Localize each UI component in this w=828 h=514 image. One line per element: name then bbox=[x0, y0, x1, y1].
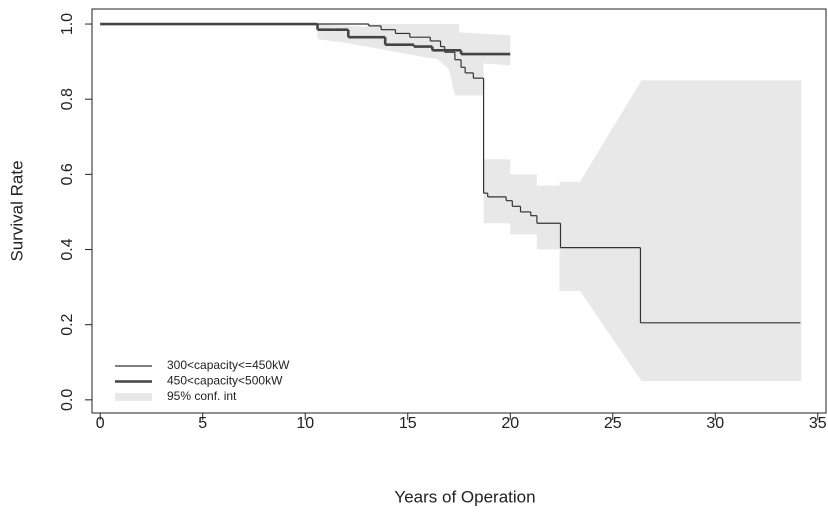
legend-label: 450<capacity<500kW bbox=[167, 374, 283, 388]
legend-label: 300<capacity<=450kW bbox=[167, 358, 290, 372]
y-tick-label: 0.4 bbox=[59, 238, 76, 260]
y-axis-label: Survival Rate bbox=[7, 160, 26, 261]
x-tick-label: 30 bbox=[706, 415, 724, 432]
confidence-band bbox=[366, 24, 802, 382]
y-tick-label: 0.6 bbox=[59, 163, 76, 185]
x-tick-label: 10 bbox=[296, 415, 314, 432]
lines bbox=[100, 22, 801, 324]
x-tick-label: 15 bbox=[399, 415, 417, 432]
y-tick-label: 1.0 bbox=[59, 13, 76, 35]
x-tick-label: 0 bbox=[96, 415, 105, 432]
x-tick-label: 35 bbox=[809, 415, 827, 432]
y-tick-label: 0.0 bbox=[59, 389, 76, 411]
x-tick-label: 5 bbox=[198, 415, 207, 432]
y-tick-label: 0.2 bbox=[59, 313, 76, 335]
x-tick-label: 25 bbox=[604, 415, 622, 432]
bands bbox=[317, 24, 802, 382]
x-tick-label: 20 bbox=[501, 415, 519, 432]
y-tick-label: 0.8 bbox=[59, 88, 76, 110]
legend-label: 95% conf. int bbox=[167, 389, 237, 403]
x-axis-label: Years of Operation bbox=[394, 487, 535, 506]
